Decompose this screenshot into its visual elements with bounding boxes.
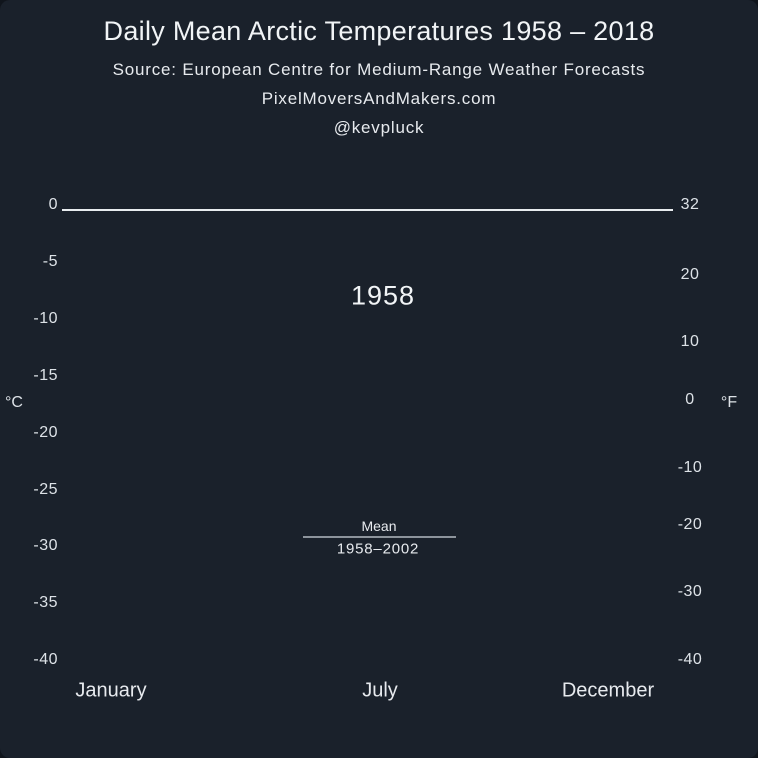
y-tick-c-n5: -5: [42, 253, 58, 270]
y-tick-f-32: 32: [680, 196, 700, 213]
mean-legend-label: Mean: [361, 518, 397, 534]
y-tick-c-n15: -15: [33, 367, 58, 384]
y-tick-c-n10: -10: [33, 310, 58, 327]
y-tick-c-n20: -20: [33, 424, 58, 441]
y-tick-c-n25: -25: [33, 481, 58, 498]
freezing-reference-line: [62, 209, 673, 211]
y-tick-f-20: 20: [680, 266, 700, 283]
fahrenheit-unit-label: °F: [720, 394, 738, 411]
y-tick-f-n10: -10: [677, 459, 703, 476]
y-tick-c-n30: -30: [33, 537, 58, 554]
x-tick-december: December: [561, 679, 655, 702]
author-handle: @kevpluck: [333, 118, 425, 137]
website-credit: PixelMoversAndMakers.com: [261, 89, 497, 108]
y-tick-f-n20: -20: [677, 516, 703, 533]
current-year-label: 1958: [350, 280, 416, 311]
y-tick-c-n40: -40: [33, 651, 58, 668]
source-attribution: Source: European Centre for Medium-Range…: [112, 60, 646, 79]
y-tick-f-n30: -30: [677, 583, 703, 600]
page-title: Daily Mean Arctic Temperatures 1958 – 20…: [103, 16, 655, 46]
y-tick-c-n35: -35: [33, 594, 58, 611]
y-tick-f-n40: -40: [677, 651, 703, 668]
y-tick-c-0: 0: [48, 196, 58, 213]
y-tick-f-10: 10: [680, 333, 700, 350]
mean-legend-line: [303, 536, 456, 538]
x-tick-july: July: [362, 679, 398, 702]
y-tick-f-0: 0: [685, 391, 695, 408]
mean-legend-period: 1958–2002: [336, 540, 420, 558]
x-tick-january: January: [75, 679, 147, 702]
celsius-unit-label: °C: [5, 394, 23, 411]
